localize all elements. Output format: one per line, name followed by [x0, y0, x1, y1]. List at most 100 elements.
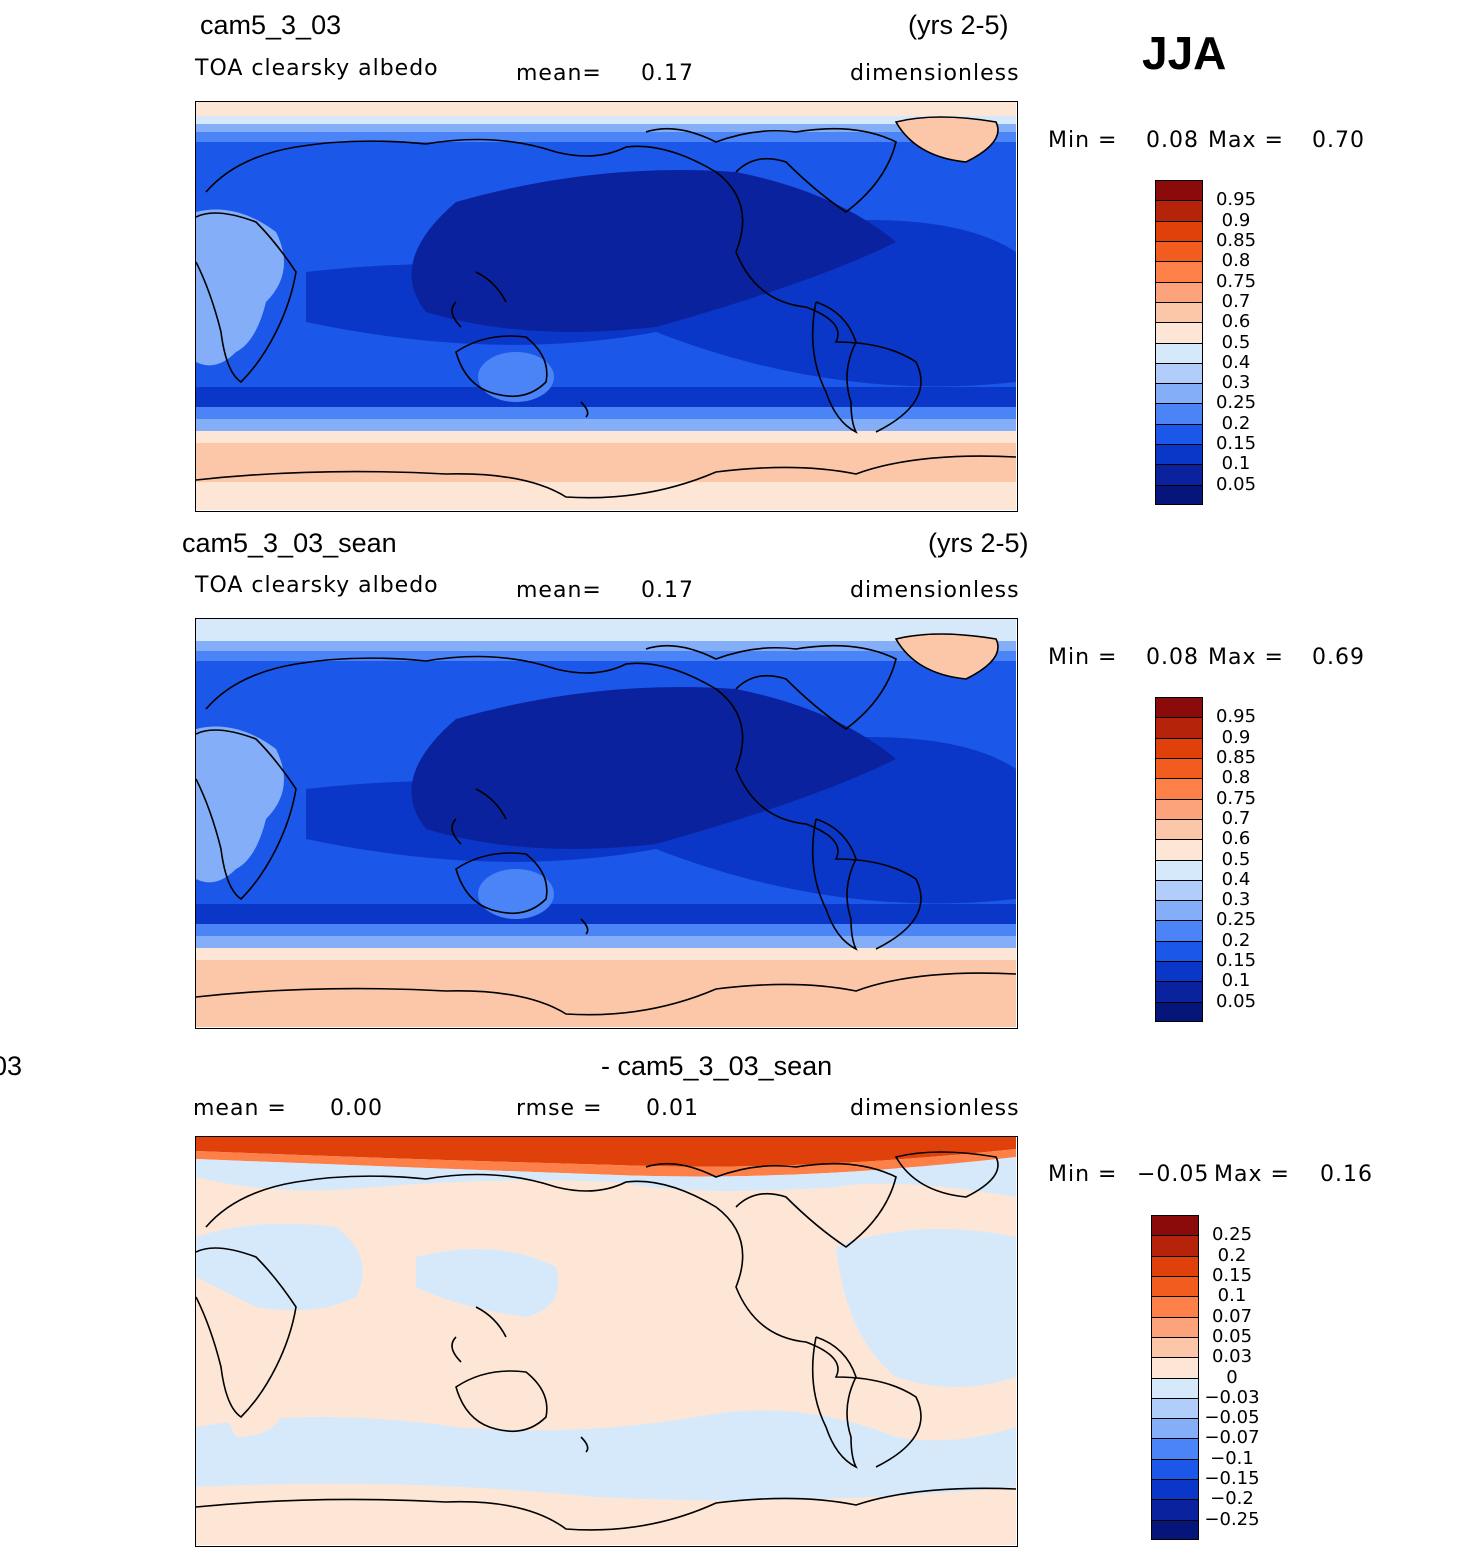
- colorbar-tick-label: 0.5: [1221, 331, 1251, 353]
- colorbar-tick-label: 0.4: [1221, 868, 1251, 890]
- colorbar-segment: [1152, 1236, 1198, 1257]
- colorbar-tick-label: 0.03: [1211, 1346, 1253, 1368]
- colorbar-segment: [1156, 799, 1202, 820]
- panel1-max-value: 0.70: [1312, 128, 1365, 153]
- colorbar-segment: [1156, 262, 1202, 283]
- colorbar-segment: [1156, 1002, 1202, 1021]
- colorbar-segment: [1152, 1520, 1198, 1539]
- colorbar-tick-label: 0.15: [1211, 1264, 1253, 1286]
- panel2-mean-value: 0.17: [641, 578, 694, 603]
- colorbar-tick-label: 0.2: [1221, 412, 1251, 434]
- colorbar-tick-label: 0.75: [1215, 270, 1257, 292]
- colorbar-tick-label: 0.4: [1221, 351, 1251, 373]
- panel1-title: cam5_3_03: [200, 10, 342, 40]
- colorbar-tick-label: 0.9: [1221, 726, 1251, 748]
- colorbar-segment: [1156, 901, 1202, 922]
- colorbar-tick-label: −0.2: [1210, 1488, 1254, 1510]
- panel3-colorbar: [1151, 1215, 1199, 1540]
- colorbar-segment: [1152, 1500, 1198, 1521]
- panel2-years: (yrs 2-5): [928, 528, 1029, 558]
- colorbar-segment: [1156, 241, 1202, 263]
- panel1-variable: TOA clearsky albedo: [195, 56, 439, 81]
- colorbar-segment: [1156, 962, 1202, 983]
- colorbar-segment: [1152, 1276, 1198, 1298]
- colorbar-tick-label: −0.03: [1204, 1386, 1260, 1408]
- colorbar-segment: [1156, 698, 1202, 719]
- panel3-title-left: 03: [0, 1051, 23, 1081]
- colorbar-segment: [1156, 221, 1202, 242]
- colorbar-segment: [1152, 1378, 1198, 1399]
- colorbar-segment: [1156, 201, 1202, 222]
- panel2-title: cam5_3_03_sean: [182, 528, 397, 558]
- panel2-map: [195, 618, 1018, 1029]
- panel1-mean-value: 0.17: [641, 61, 694, 86]
- colorbar-segment: [1156, 718, 1202, 739]
- panel1-min-label: Min =: [1048, 128, 1118, 153]
- colorbar-tick-label: 0.07: [1211, 1305, 1253, 1327]
- colorbar-segment: [1152, 1337, 1198, 1359]
- colorbar-segment: [1156, 758, 1202, 780]
- colorbar-segment: [1156, 181, 1202, 202]
- panel1-units: dimensionless: [850, 61, 1020, 86]
- colorbar-tick-label: 0.2: [1221, 929, 1251, 951]
- colorbar-tick-label: −0.25: [1204, 1508, 1260, 1530]
- panel2-mean-label: mean=: [516, 578, 602, 603]
- colorbar-segment: [1152, 1358, 1198, 1379]
- colorbar-segment: [1156, 982, 1202, 1003]
- panel2-max-value: 0.69: [1312, 645, 1365, 670]
- panel3-min-value: −0.05: [1137, 1162, 1210, 1187]
- colorbar-segment: [1156, 921, 1202, 942]
- colorbar-segment: [1156, 302, 1202, 324]
- panel2-min-value: 0.08: [1146, 645, 1199, 670]
- colorbar-segment: [1156, 860, 1202, 881]
- colorbar-segment: [1156, 384, 1202, 405]
- colorbar-tick-label: 0.05: [1215, 990, 1257, 1012]
- colorbar-segment: [1152, 1459, 1198, 1481]
- colorbar-segment: [1152, 1398, 1198, 1420]
- colorbar-tick-label: 0.15: [1215, 950, 1257, 972]
- colorbar-tick-label: 0.7: [1221, 290, 1251, 312]
- colorbar-tick-label: 0: [1226, 1366, 1238, 1388]
- colorbar-tick-label: 0.3: [1221, 889, 1251, 911]
- colorbar-tick-label: 0.15: [1215, 433, 1257, 455]
- colorbar-segment: [1156, 465, 1202, 486]
- colorbar-segment: [1152, 1216, 1198, 1237]
- panel3-max-value: 0.16: [1320, 1162, 1373, 1187]
- colorbar-segment: [1152, 1480, 1198, 1501]
- panel1-max-label: Max =: [1208, 128, 1284, 153]
- colorbar-tick-label: 0.05: [1215, 473, 1257, 495]
- colorbar-tick-label: 0.75: [1215, 787, 1257, 809]
- colorbar-segment: [1156, 282, 1202, 303]
- colorbar-tick-label: −0.1: [1210, 1447, 1254, 1469]
- panel3-rmse-label: rmse =: [516, 1096, 603, 1121]
- colorbar-tick-label: 0.85: [1215, 229, 1257, 251]
- panel2-min-label: Min =: [1048, 645, 1118, 670]
- colorbar-tick-label: 0.85: [1215, 746, 1257, 768]
- colorbar-tick-label: 0.7: [1221, 807, 1251, 829]
- colorbar-tick-label: 0.8: [1221, 250, 1251, 272]
- colorbar-segment: [1156, 738, 1202, 759]
- panel1-mean-label: mean=: [516, 61, 602, 86]
- colorbar-segment: [1156, 779, 1202, 800]
- colorbar-tick-label: 0.25: [1215, 909, 1257, 931]
- colorbar-segment: [1156, 404, 1202, 425]
- panel3-max-label: Max =: [1214, 1162, 1290, 1187]
- colorbar-tick-label: 0.05: [1211, 1325, 1253, 1347]
- panel1-colorbar: [1155, 180, 1203, 505]
- colorbar-segment: [1156, 840, 1202, 861]
- colorbar-tick-label: 0.3: [1221, 372, 1251, 394]
- colorbar-segment: [1152, 1317, 1198, 1338]
- colorbar-tick-label: 0.6: [1221, 311, 1251, 333]
- panel3-mean-label: mean =: [193, 1096, 287, 1121]
- panel1-min-value: 0.08: [1146, 128, 1199, 153]
- colorbar-tick-label: 0.95: [1215, 706, 1257, 728]
- colorbar-segment: [1156, 445, 1202, 466]
- panel3-units: dimensionless: [850, 1096, 1020, 1121]
- colorbar-segment: [1152, 1419, 1198, 1440]
- panel3-mean-value: 0.00: [330, 1096, 383, 1121]
- colorbar-segment: [1156, 485, 1202, 504]
- panel3-map: [195, 1136, 1018, 1547]
- panel2-max-label: Max =: [1208, 645, 1284, 670]
- colorbar-segment: [1156, 343, 1202, 364]
- panel1-map: [195, 101, 1018, 512]
